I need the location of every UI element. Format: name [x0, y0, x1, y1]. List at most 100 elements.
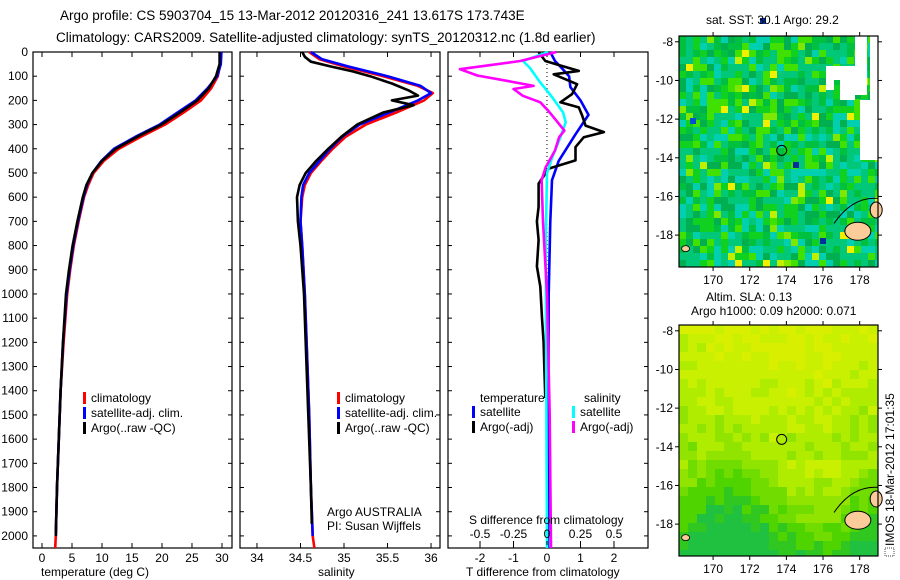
map-cell [841, 541, 850, 550]
map-cell [742, 106, 749, 113]
map-cell [805, 487, 814, 496]
map-cell [769, 469, 778, 478]
map-cell [697, 424, 706, 433]
pi-label: PI: Susan Wijffels [327, 519, 421, 533]
map-cell [760, 397, 769, 406]
map-cell [760, 433, 769, 442]
map-cell [700, 134, 707, 141]
map-cell [832, 361, 841, 370]
map-cell [706, 343, 715, 352]
legend-label: satellite [480, 405, 521, 419]
map-cell [791, 239, 798, 246]
map-cell [742, 176, 749, 183]
map-cell [693, 204, 700, 211]
map-cell [854, 106, 861, 113]
map-grid [679, 36, 878, 267]
map-cell [812, 36, 819, 43]
map-cell [826, 197, 833, 204]
map-cell [756, 239, 763, 246]
map-cell [733, 496, 742, 505]
map-cell [742, 415, 751, 424]
map-cell [763, 120, 770, 127]
map-cell [763, 113, 770, 120]
map-cell [724, 496, 733, 505]
map-cell [715, 541, 724, 550]
map-cell [826, 134, 833, 141]
depth-tick-label: 400 [8, 142, 28, 156]
map-cell [850, 478, 859, 487]
map-cell [686, 85, 693, 92]
map-cell [812, 134, 819, 141]
map-cell [697, 361, 706, 370]
x-tick-label: 34.5 [289, 551, 313, 565]
vanuatu-land [681, 534, 690, 542]
map-cell [742, 43, 749, 50]
map-cell [769, 541, 778, 550]
map-cell [841, 550, 850, 556]
map-cell [700, 85, 707, 92]
map-cell [749, 176, 756, 183]
map-cell [796, 469, 805, 478]
map-cell [868, 478, 877, 487]
map-cell [777, 246, 784, 253]
map-cell [859, 505, 868, 514]
map-cell [751, 541, 760, 550]
lon-tick-label: 170 [703, 273, 723, 287]
map-cell [751, 460, 760, 469]
map-cell [735, 253, 742, 260]
map-cell [832, 469, 841, 478]
map-cell [841, 487, 850, 496]
map-cell [742, 406, 751, 415]
map-cell [778, 460, 787, 469]
map-cell [812, 253, 819, 260]
map-cell [819, 43, 826, 50]
map-cell [823, 478, 832, 487]
map-cell [787, 532, 796, 541]
map-cell [749, 211, 756, 218]
map-cell [715, 406, 724, 415]
lat-tick-label: -12 [656, 112, 674, 126]
map-cell [763, 64, 770, 71]
map-cell [841, 406, 850, 415]
map-cell [840, 190, 847, 197]
map-cell [769, 343, 778, 352]
map-cell [814, 514, 823, 523]
lon-tick-label: 170 [703, 562, 723, 576]
map-cell [805, 424, 814, 433]
map-cell [715, 379, 724, 388]
map-cell [700, 183, 707, 190]
map-cell [787, 487, 796, 496]
map-cell [823, 523, 832, 532]
plot-frame [239, 51, 441, 549]
map-cell [777, 71, 784, 78]
map-cell [714, 225, 721, 232]
lon-tick-label: 172 [740, 562, 760, 576]
map-cell [784, 183, 791, 190]
map-cell [861, 197, 868, 204]
map-cell [697, 397, 706, 406]
map-cell [832, 433, 841, 442]
map-cell [854, 148, 861, 155]
map-cell [868, 361, 877, 370]
map-cell [850, 370, 859, 379]
map-cell [763, 246, 770, 253]
map-cell [777, 127, 784, 134]
map-cell [700, 253, 707, 260]
map-cell [859, 388, 868, 397]
map-cell [841, 496, 850, 505]
map-cell [770, 92, 777, 99]
map-cell [777, 148, 784, 155]
map-cell [833, 36, 840, 43]
map-cell [796, 415, 805, 424]
map-cell [763, 239, 770, 246]
map-cell [847, 260, 854, 267]
map-cell [688, 469, 697, 478]
map-cell [841, 415, 850, 424]
map-cell [756, 148, 763, 155]
map-cell [697, 370, 706, 379]
map-cell [728, 64, 735, 71]
missing-data-area [860, 100, 878, 160]
map-cell [798, 260, 805, 267]
map-cell [714, 85, 721, 92]
map-cell [749, 43, 756, 50]
